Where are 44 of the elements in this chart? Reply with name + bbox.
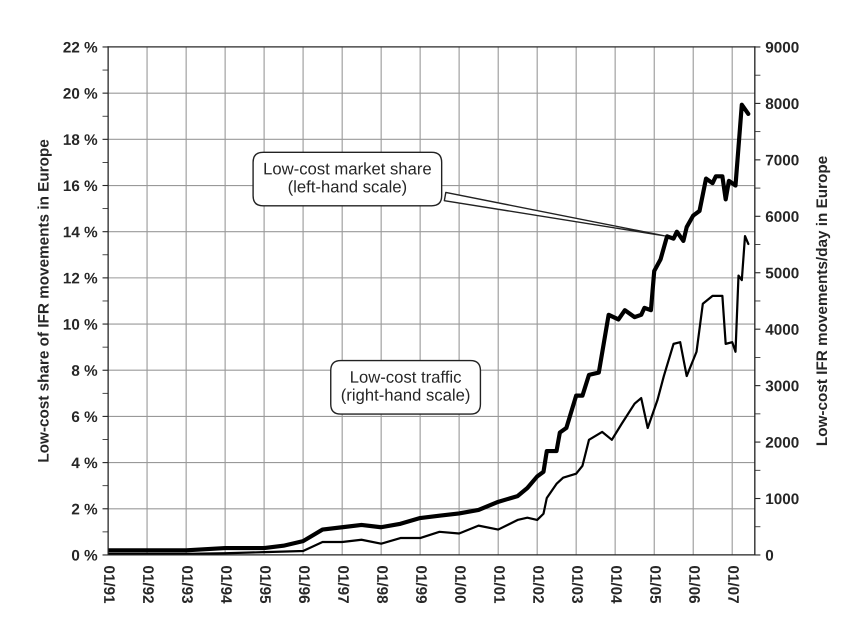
- x-tick-label: 01/06: [688, 566, 700, 604]
- line-series: [108, 102, 750, 552]
- y-tick-label: 18 %: [64, 134, 98, 146]
- x-tick-label: 01/94: [220, 566, 232, 604]
- y-tick-label: 2 %: [72, 504, 98, 514]
- x-tick-label: 01/04: [610, 566, 622, 604]
- y2-tick-label: 2000: [766, 436, 799, 448]
- x-tick-label: 01/01: [494, 566, 506, 604]
- annotation: Low-cost market share (left-hand scale): [264, 162, 431, 196]
- y-tick-label: 8 %: [72, 365, 98, 376]
- y2-axis-title: Low-cost IFR movements/day in Europe: [816, 156, 830, 446]
- x-tick-label: 01/98: [376, 566, 388, 604]
- y-tick-label: 20 %: [63, 88, 98, 99]
- x-tick-label: 01/91: [104, 566, 116, 604]
- y2-tick-label: 3000: [766, 380, 799, 392]
- x-tick-label: 01/00: [454, 566, 466, 603]
- y-tick-label: 14 %: [64, 226, 98, 238]
- x-tick-label: 01/99: [416, 566, 428, 604]
- x-tick-label: 01/97: [338, 566, 350, 603]
- y-tick-label: 4 %: [72, 458, 98, 468]
- x-tick-label: 01/02: [532, 566, 544, 603]
- y2-tick-label: 9000: [766, 42, 799, 53]
- y-axis-title: Low-cost share of IFR movements in Europe: [37, 140, 52, 462]
- y2-tick-label: 1000: [766, 493, 799, 504]
- x-tick-label: 01/96: [298, 566, 310, 604]
- x-tick-label: 01/07: [728, 566, 740, 603]
- x-tick-label: 01/05: [650, 566, 662, 604]
- y-tick-label: 10 %: [64, 318, 98, 330]
- y-tick-label: 6 %: [72, 411, 98, 422]
- y-tick-label: 0 %: [72, 550, 98, 561]
- x-tick-label: 01/95: [260, 566, 272, 604]
- y2-tick-label: 6000: [766, 211, 799, 222]
- x-tick-label: 01/93: [182, 566, 194, 604]
- x-tick-label: 01/03: [572, 566, 584, 604]
- x-tick-label: 01/92: [142, 566, 154, 603]
- y2-tick-label: 5000: [766, 268, 799, 278]
- y-tick-label: 12 %: [64, 272, 98, 284]
- y-tick-label: 22 %: [63, 42, 98, 53]
- y2-tick-label: 0: [766, 550, 774, 561]
- y-tick-label: 16 %: [64, 180, 98, 192]
- y2-tick-label: 7000: [766, 154, 799, 166]
- y2-tick-label: 4000: [765, 324, 799, 335]
- annotation: Low-cost traffic (right-hand scale): [342, 370, 470, 404]
- y2-tick-label: 8000: [766, 98, 799, 110]
